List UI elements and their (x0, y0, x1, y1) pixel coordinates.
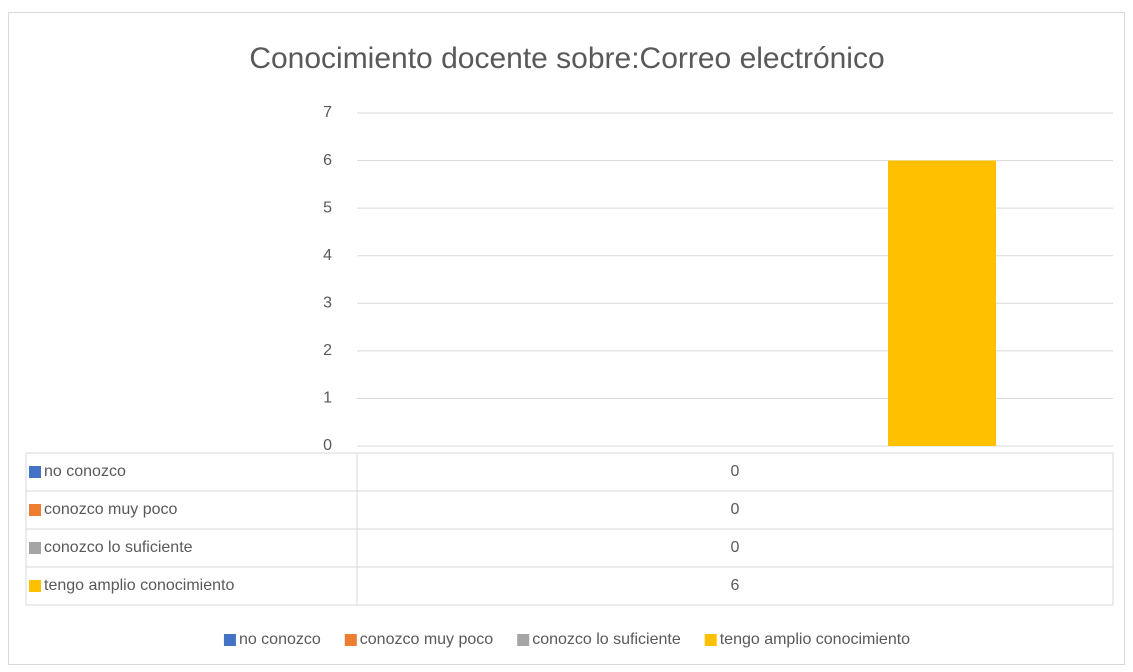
table-value: 0 (731, 539, 740, 556)
legend-key (517, 634, 530, 646)
legend-label: conozco lo suficiente (532, 631, 681, 648)
table-legend-key (29, 504, 41, 516)
table-series-name: no conozco (44, 463, 126, 480)
legend-label: no conozco (239, 631, 321, 648)
table-legend-key (29, 580, 41, 592)
table-legend-key (29, 466, 41, 478)
y-tick-label: 3 (323, 295, 332, 312)
table-value: 0 (731, 463, 740, 480)
y-tick-label: 2 (323, 342, 332, 359)
table-series-name: tengo amplio conocimiento (44, 577, 234, 594)
y-tick-label: 1 (323, 390, 332, 407)
table-series-name: conozco lo suficiente (44, 539, 193, 556)
y-tick-label: 6 (323, 152, 332, 169)
y-tick-label: 7 (323, 104, 332, 121)
y-tick-label: 5 (323, 199, 332, 216)
legend-label: tengo amplio conocimiento (720, 631, 910, 648)
table-legend-key (29, 542, 41, 554)
legend-label: conozco muy poco (360, 631, 494, 648)
table-value: 0 (731, 501, 740, 518)
table-value: 6 (731, 577, 740, 594)
legend-key (704, 634, 717, 646)
chart-title: Conocimiento docente sobre:Correo electr… (249, 42, 884, 75)
y-tick-label: 0 (323, 437, 332, 454)
bar (888, 160, 996, 447)
legend-key (223, 634, 236, 646)
legend-key (344, 634, 357, 646)
table-series-name: conozco muy poco (44, 501, 178, 518)
y-tick-label: 4 (323, 247, 332, 264)
